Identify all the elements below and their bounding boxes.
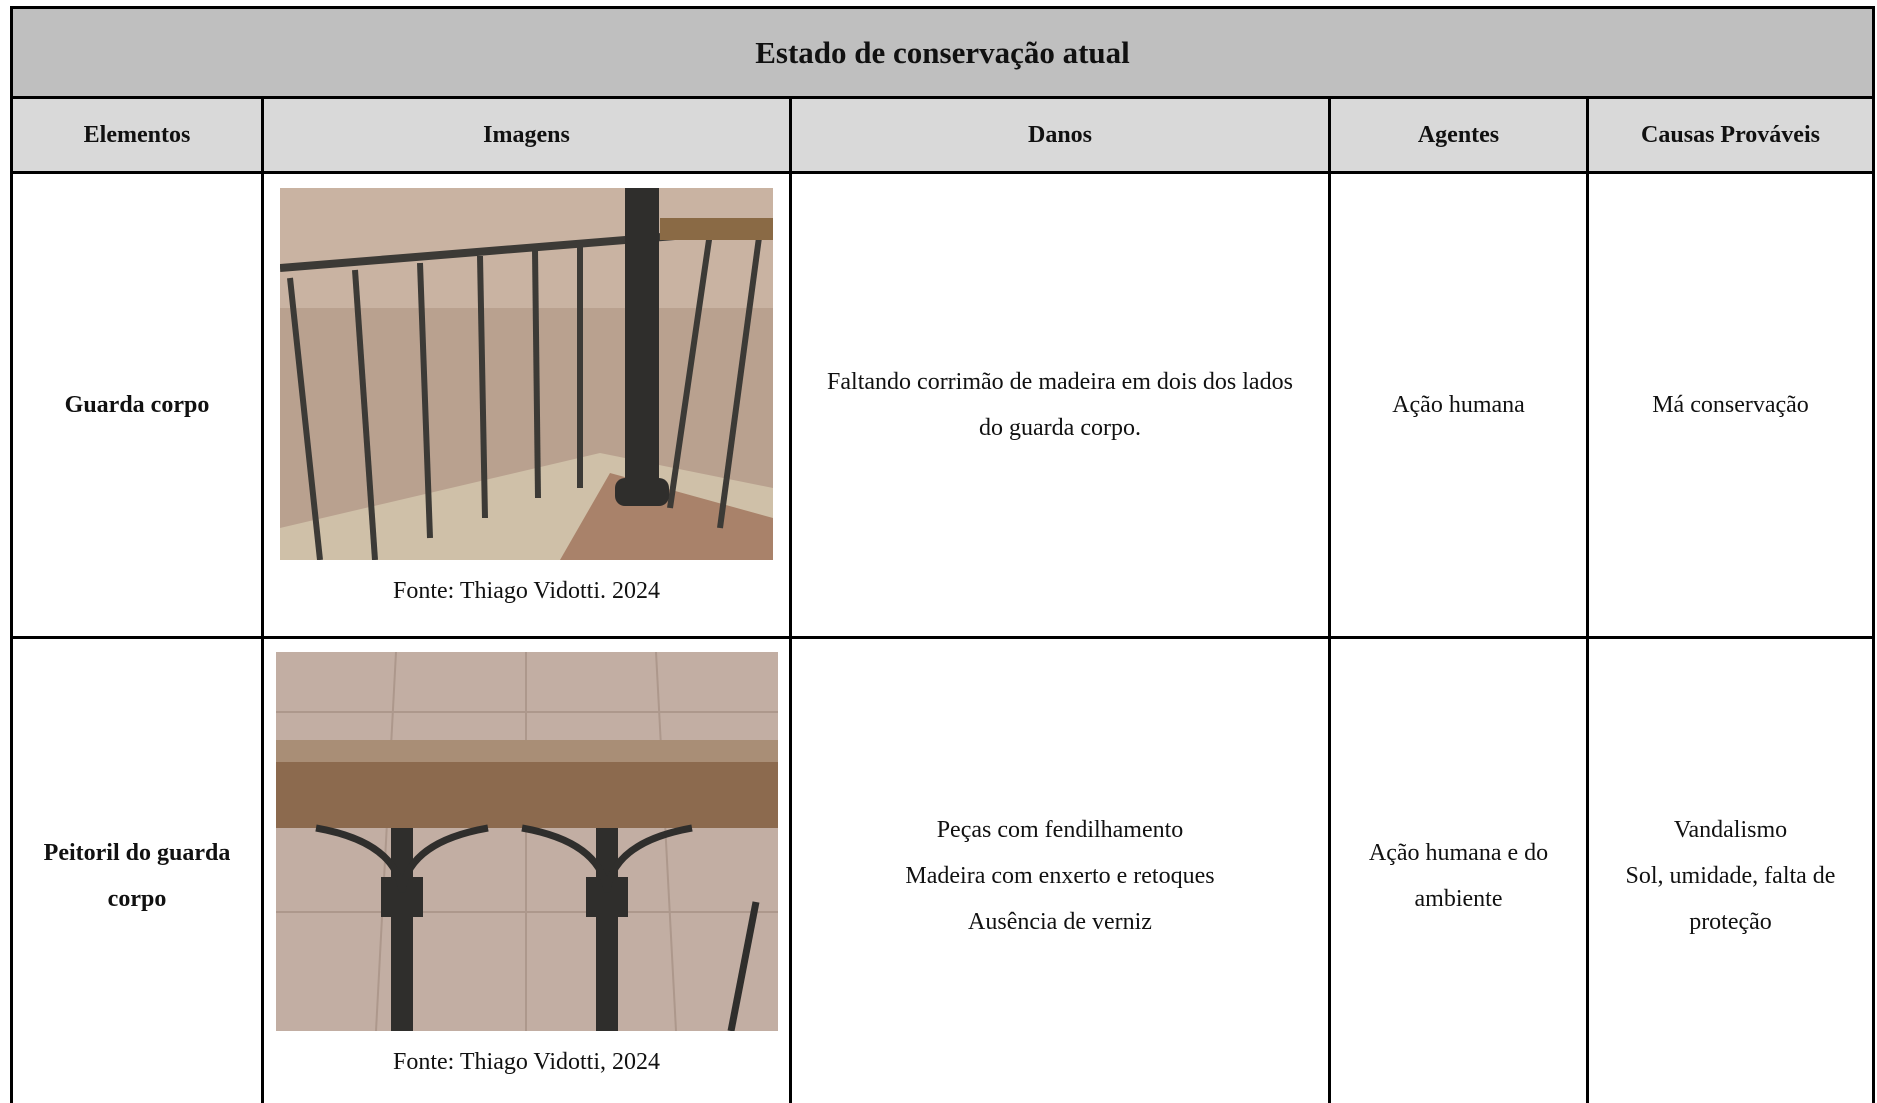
causes-cell: Má conservação	[1589, 174, 1872, 636]
image-cell: Fonte: Thiago Vidotti, 2024	[264, 639, 789, 1103]
damage-line: Madeira com enxerto e retoques	[905, 863, 1215, 889]
damage-line: Ausência de verniz	[968, 909, 1152, 935]
column-header: Danos	[792, 99, 1328, 171]
column-header: Agentes	[1331, 99, 1586, 171]
column-header: Causas Prováveis	[1589, 99, 1872, 171]
image-caption: Fonte: Thiago Vidotti, 2024	[392, 1049, 660, 1075]
table-title: Estado de conservação atual	[13, 9, 1872, 96]
damage-cell: Peças com fendilhamento Madeira com enxe…	[792, 639, 1328, 1103]
agents-cell: Ação humana	[1331, 174, 1586, 636]
column-header: Elementos	[13, 99, 261, 171]
agents-text: Ação humana	[1392, 392, 1525, 418]
photo	[275, 652, 778, 1031]
image-cell: Fonte: Thiago Vidotti. 2024	[264, 174, 789, 636]
element-cell: Guarda corpo	[13, 174, 261, 636]
causes-line: Vandalismo	[1673, 817, 1788, 843]
causes-line: Sol, umidade, falta de proteção	[1625, 863, 1836, 935]
element-cell: Peitoril do guarda corpo	[13, 639, 261, 1103]
agents-text: Ação humana e do ambiente	[1368, 840, 1549, 912]
agents-cell: Ação humana e do ambiente	[1331, 639, 1586, 1103]
column-header: Imagens	[264, 99, 789, 171]
image-caption: Fonte: Thiago Vidotti. 2024	[392, 578, 660, 604]
photo	[280, 188, 773, 560]
damage-text: Faltando corrimão de madeira em dois dos…	[827, 369, 1293, 441]
conservation-table: Estado de conservação atual Elementos Im…	[10, 6, 1875, 1103]
damage-line: Peças com fendilhamento	[936, 817, 1184, 843]
causes-text: Má conservação	[1652, 392, 1809, 418]
causes-cell: Vandalismo Sol, umidade, falta de proteç…	[1589, 639, 1872, 1103]
damage-cell: Faltando corrimão de madeira em dois dos…	[792, 174, 1328, 636]
